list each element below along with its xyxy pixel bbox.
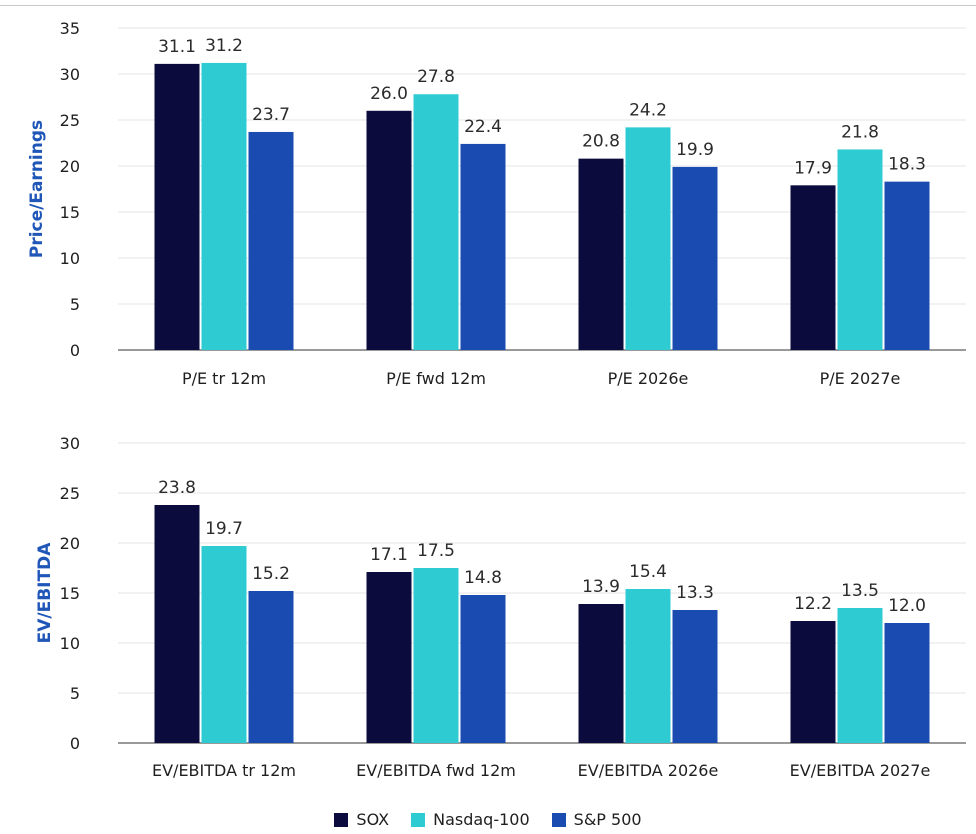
chart1-data-label-sox-p-e-fwd-12m: 26.0 [370, 84, 408, 104]
chart1-data-label-s-p-500-p-e-tr-12m: 23.7 [252, 105, 290, 125]
chart2-data-label-sox-ev-ebitda-2026e: 13.9 [582, 577, 620, 597]
legend-item-sox: SOX [334, 810, 389, 829]
valuation-charts: 0 5 10 15 20 25 30 35 Price/Earnings 31.1 31.2 23.7… [27, 19, 966, 780]
chart2-bar-sox-ev-ebitda-tr-12m [154, 505, 200, 743]
chart1-bar-sox-p-e-2027e [790, 185, 836, 350]
chart2-data-label-sox-ev-ebitda-fwd-12m: 17.1 [370, 545, 408, 565]
chart1-category-label: P/E fwd 12m [386, 369, 486, 388]
chart2-y-axis-title: EV/EBITDA [35, 542, 55, 644]
legend-label-nasdaq-100: Nasdaq-100 [433, 810, 530, 829]
chart2-data-label-nasdaq-100-ev-ebitda-2026e: 15.4 [629, 562, 667, 582]
chart1-bar-nasdaq-100-p-e-fwd-12m [413, 94, 459, 351]
chart2-bar-s-p-500-ev-ebitda-2027e [884, 623, 930, 743]
legend-swatch-sp500 [551, 812, 566, 827]
chart2-ytick-label: 20 [60, 534, 80, 553]
chart2-ytick-label: 10 [60, 634, 80, 653]
chart2-ytick-label: 30 [60, 434, 80, 453]
chart2-bar-s-p-500-ev-ebitda-fwd-12m [460, 595, 506, 743]
chart2-bar-nasdaq-100-ev-ebitda-2027e [837, 608, 883, 743]
chart1-data-label-sox-p-e-tr-12m: 31.1 [158, 37, 196, 57]
chart1-bar-nasdaq-100-p-e-2026e [625, 127, 671, 350]
legend-item-sp500: S&P 500 [551, 810, 642, 829]
legend-label-sox: SOX [356, 810, 390, 829]
chart1-bar-s-p-500-p-e-tr-12m [248, 131, 294, 350]
chart2-ytick-label: 0 [70, 734, 80, 753]
chart1-bar-s-p-500-p-e-2027e [884, 181, 930, 350]
chart2-bar-nasdaq-100-ev-ebitda-2026e [625, 589, 671, 743]
legend-swatch-nasdaq-100 [411, 812, 426, 827]
chart1-data-label-nasdaq-100-p-e-fwd-12m: 27.8 [417, 67, 455, 87]
chart1-category-label: P/E 2027e [820, 369, 901, 388]
chart2-data-label-sox-ev-ebitda-tr-12m: 23.8 [158, 478, 196, 498]
chart1-data-label-s-p-500-p-e-fwd-12m: 22.4 [464, 117, 502, 137]
chart2-ytick-label: 25 [60, 484, 80, 503]
chart1-ytick-label: 20 [60, 157, 80, 176]
chart1-bar-sox-p-e-fwd-12m [366, 110, 412, 350]
chart1-data-label-sox-p-e-2026e: 20.8 [582, 132, 620, 152]
chart2-bar-sox-ev-ebitda-fwd-12m [366, 572, 412, 743]
chart2-data-label-nasdaq-100-ev-ebitda-2027e: 13.5 [841, 581, 879, 601]
chart1-ytick-label: 25 [60, 111, 80, 130]
chart2-data-label-sox-ev-ebitda-2027e: 12.2 [794, 594, 832, 614]
chart2-data-label-nasdaq-100-ev-ebitda-fwd-12m: 17.5 [417, 541, 455, 561]
chart1-y-axis-title: Price/Earnings [27, 120, 47, 258]
chart1-ytick-label: 15 [60, 203, 80, 222]
chart1-ytick-label: 35 [60, 19, 80, 38]
chart2-bar-s-p-500-ev-ebitda-2026e [672, 610, 718, 743]
chart2-data-label-s-p-500-ev-ebitda-fwd-12m: 14.8 [464, 568, 502, 588]
chart1-bar-s-p-500-p-e-fwd-12m [460, 143, 506, 350]
chart2-ytick-label: 15 [60, 584, 80, 603]
chart2-category-label: EV/EBITDA fwd 12m [356, 761, 516, 780]
chart1-data-label-s-p-500-p-e-2026e: 19.9 [676, 140, 714, 160]
chart1-category-label: P/E 2026e [608, 369, 689, 388]
chart1-ytick-label: 30 [60, 65, 80, 84]
chart2-data-label-s-p-500-ev-ebitda-2027e: 12.0 [888, 596, 926, 616]
chart1-bar-sox-p-e-2026e [578, 158, 624, 350]
chart1-data-label-nasdaq-100-p-e-2027e: 21.8 [841, 122, 879, 142]
chart2-ytick-label: 5 [70, 684, 80, 703]
legend-swatch-sox [334, 812, 349, 827]
top-rule [0, 5, 976, 6]
chart1-bar-s-p-500-p-e-2026e [672, 166, 718, 350]
chart2-category-label: EV/EBITDA 2027e [790, 761, 931, 780]
chart2-category-label: EV/EBITDA 2026e [578, 761, 719, 780]
chart1-data-label-s-p-500-p-e-2027e: 18.3 [888, 155, 926, 175]
chart1-ytick-label: 5 [70, 295, 80, 314]
chart1-data-label-nasdaq-100-p-e-2026e: 24.2 [629, 100, 667, 120]
chart2-data-label-s-p-500-ev-ebitda-tr-12m: 15.2 [252, 564, 290, 584]
chart2-data-label-s-p-500-ev-ebitda-2026e: 13.3 [676, 583, 714, 603]
chart1-bar-sox-p-e-tr-12m [154, 63, 200, 350]
legend-label-sp500: S&P 500 [573, 810, 642, 829]
legend: SOX Nasdaq-100 S&P 500 [0, 810, 976, 829]
chart1-data-label-nasdaq-100-p-e-tr-12m: 31.2 [205, 36, 243, 56]
chart1-data-label-sox-p-e-2027e: 17.9 [794, 158, 832, 178]
chart2-bar-sox-ev-ebitda-2027e [790, 621, 836, 743]
chart2-bar-sox-ev-ebitda-2026e [578, 604, 624, 743]
chart2-category-label: EV/EBITDA tr 12m [152, 761, 296, 780]
chart1-ytick-label: 10 [60, 249, 80, 268]
chart2-bar-nasdaq-100-ev-ebitda-fwd-12m [413, 568, 459, 743]
chart2-bar-s-p-500-ev-ebitda-tr-12m [248, 591, 294, 743]
chart1-bar-nasdaq-100-p-e-2027e [837, 149, 883, 350]
chart2-bar-nasdaq-100-ev-ebitda-tr-12m [201, 546, 247, 743]
chart2-data-label-nasdaq-100-ev-ebitda-tr-12m: 19.7 [205, 519, 243, 539]
chart1-bar-nasdaq-100-p-e-tr-12m [201, 62, 247, 351]
chart1-category-label: P/E tr 12m [182, 369, 266, 388]
chart1-ytick-label: 0 [70, 341, 80, 360]
legend-item-nasdaq-100: Nasdaq-100 [411, 810, 530, 829]
